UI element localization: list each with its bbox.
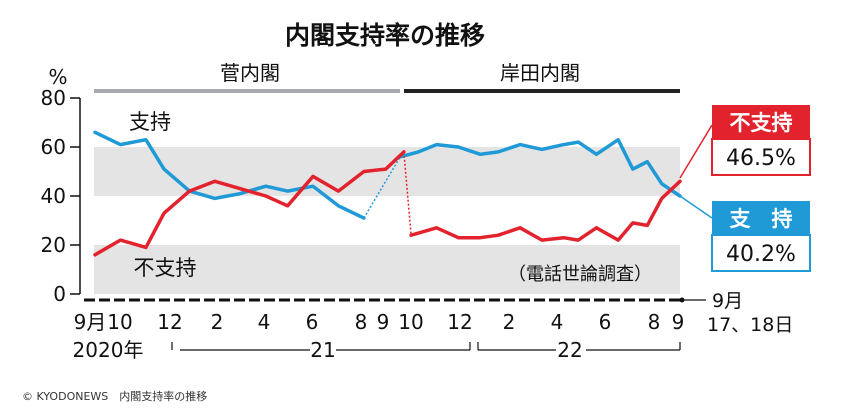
end-date-label: 9月 17、18日 <box>707 290 793 336</box>
y-tick-label: 80 <box>41 86 66 110</box>
series-transition-disapprove <box>403 151 412 236</box>
series-line-disapprove <box>93 150 406 257</box>
end-date-line: 17、18日 <box>707 314 793 336</box>
year-label: 21 <box>310 338 335 362</box>
x-tick-label: 6 <box>306 310 319 334</box>
band-40-60 <box>94 147 680 196</box>
chart-title: 内閣支持率の推移 <box>285 21 485 50</box>
approve-callout: 支 持 40.2% <box>679 195 811 272</box>
era-label-suga: 菅内閣 <box>220 61 280 85</box>
y-unit-label: % <box>48 65 67 89</box>
series-line-approve <box>93 130 366 220</box>
series-line-disapprove <box>409 179 682 242</box>
x-axis-end-dot <box>679 297 685 303</box>
x-tick-label: 9 <box>377 310 390 334</box>
disapprove-callout: 不支持 46.5% <box>679 105 811 179</box>
band-0-20 <box>94 245 680 294</box>
approve-callout-value: 40.2% <box>726 242 796 267</box>
y-axis-ticks: 0 20 40 60 80 <box>41 86 81 306</box>
x-tick-label: 4 <box>258 310 271 334</box>
year-label: 22 <box>557 338 582 362</box>
series-lines <box>93 130 682 257</box>
x-tick-label: 9 <box>672 310 685 334</box>
year-labels: 2020年 21 22 <box>73 338 681 362</box>
series-label-disapprove: 不支持 <box>134 256 197 280</box>
x-tick-label: 8 <box>355 310 368 334</box>
era-label-kishida: 岸田内閣 <box>500 61 580 85</box>
x-tick-label: 2 <box>503 310 516 334</box>
end-date-line: 9月 <box>712 290 743 312</box>
y-tick-label: 40 <box>41 184 66 208</box>
x-tick-label: 12 <box>447 310 472 334</box>
series-label-approve: 支持 <box>129 110 171 134</box>
x-tick-label: 8 <box>648 310 661 334</box>
x-tick-label: 12 <box>157 310 182 334</box>
x-tick-label: 10 <box>107 310 132 334</box>
series-line-approve <box>398 137 682 198</box>
x-tick-label: 4 <box>551 310 564 334</box>
x-tick-label: 10 <box>398 310 423 334</box>
year-label: 2020年 <box>73 338 144 362</box>
disapprove-callout-label: 不支持 <box>730 111 793 135</box>
x-tick-label: 6 <box>599 310 612 334</box>
y-tick-label: 60 <box>41 135 66 159</box>
y-tick-label: 20 <box>41 233 66 257</box>
x-tick-label: 2 <box>211 310 224 334</box>
survey-note: （電話世論調査） <box>508 264 652 285</box>
x-tick-label: 9月 <box>74 310 107 334</box>
approve-callout-label: 支 持 <box>730 207 793 231</box>
y-tick-label: 0 <box>53 282 66 306</box>
disapprove-callout-value: 46.5% <box>726 146 796 171</box>
x-axis: 9月 10 12 2 4 6 8 9 10 12 2 4 6 8 9 <box>74 297 685 334</box>
credit-caption: © KYODONEWS 内閣支持率の推移 <box>22 390 208 403</box>
